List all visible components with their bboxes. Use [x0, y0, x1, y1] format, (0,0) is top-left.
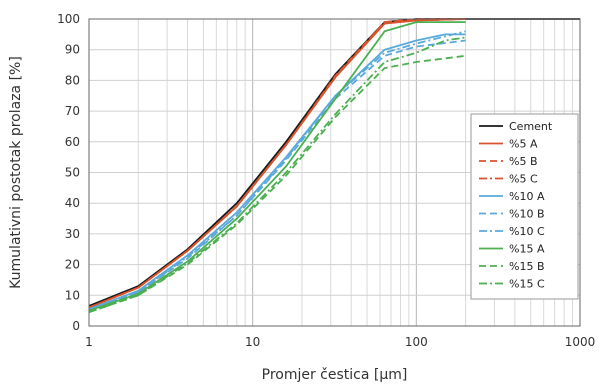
legend-label: %5 C [509, 173, 538, 186]
x-tick-label: 10 [245, 335, 260, 349]
y-tick-label: 80 [65, 73, 80, 87]
legend-label: Cement [509, 120, 553, 133]
legend-label: %15 B [509, 260, 545, 273]
series-group [88, 18, 580, 314]
y-tick-label: 10 [65, 288, 80, 302]
y-axis-title: Kumulativni postotak prolaza [%] [8, 56, 24, 289]
y-tick-label: 0 [72, 319, 80, 333]
x-axis-title: Promjer čestica [µm] [262, 367, 408, 383]
x-tick-label: 1000 [565, 335, 596, 349]
x-tick-label: 100 [405, 335, 428, 349]
legend-label: %10 B [509, 208, 545, 221]
y-tick-label: 50 [65, 166, 80, 180]
y-tick-label: 90 [65, 43, 80, 57]
y-tick-label: 30 [65, 227, 80, 241]
series-line-8 [88, 21, 466, 312]
legend-label: %15 A [509, 243, 545, 256]
y-tick-label: 20 [65, 258, 80, 272]
legend-label: %5 A [509, 138, 538, 151]
tick-labels: 1 10 100 1000 0 10 20 30 40 50 60 70 80 90 100 [57, 12, 595, 349]
legend-label: %5 B [509, 155, 538, 168]
legend-label: %10 A [509, 190, 545, 203]
series-line-10 [88, 36, 466, 314]
y-tick-label: 60 [65, 135, 80, 149]
plot-frame [88, 18, 581, 327]
y-tick-label: 70 [65, 104, 80, 118]
x-tick-label: 1 [85, 335, 93, 349]
y-tick-label: 100 [57, 12, 80, 26]
series-line-7 [88, 30, 466, 310]
legend-box [470, 113, 579, 300]
y-tick-label: 40 [65, 196, 80, 210]
legend: Cement %5 A %5 B %5 C %10 A %10 B %10 C %15 A %1… [470, 113, 579, 300]
legend-label: %15 C [509, 278, 545, 291]
legend-label: %10 C [509, 225, 545, 238]
series-line-4 [88, 18, 466, 309]
